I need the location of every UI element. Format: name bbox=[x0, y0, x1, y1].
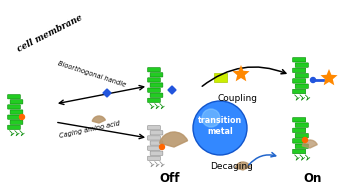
Text: transition
metal: transition metal bbox=[198, 116, 242, 136]
Polygon shape bbox=[233, 65, 249, 81]
FancyBboxPatch shape bbox=[150, 131, 163, 135]
FancyBboxPatch shape bbox=[295, 74, 309, 78]
Text: On: On bbox=[304, 172, 322, 185]
Polygon shape bbox=[168, 86, 176, 94]
Text: Caging amino acid: Caging amino acid bbox=[59, 120, 121, 139]
FancyBboxPatch shape bbox=[293, 58, 306, 62]
FancyBboxPatch shape bbox=[295, 133, 309, 138]
Text: Decaging: Decaging bbox=[211, 162, 253, 171]
FancyArrowPatch shape bbox=[59, 85, 144, 105]
FancyBboxPatch shape bbox=[293, 128, 306, 132]
FancyBboxPatch shape bbox=[10, 120, 23, 124]
FancyBboxPatch shape bbox=[8, 95, 20, 99]
FancyArrowPatch shape bbox=[202, 67, 286, 86]
Wedge shape bbox=[302, 140, 317, 148]
FancyBboxPatch shape bbox=[295, 84, 309, 88]
FancyBboxPatch shape bbox=[293, 89, 306, 94]
FancyBboxPatch shape bbox=[148, 98, 160, 102]
FancyBboxPatch shape bbox=[150, 73, 163, 77]
FancyBboxPatch shape bbox=[150, 141, 163, 145]
FancyBboxPatch shape bbox=[295, 123, 309, 127]
Text: Off: Off bbox=[160, 172, 180, 185]
FancyBboxPatch shape bbox=[293, 79, 306, 83]
FancyBboxPatch shape bbox=[148, 88, 160, 92]
FancyArrowPatch shape bbox=[58, 122, 144, 139]
FancyBboxPatch shape bbox=[10, 100, 23, 104]
FancyBboxPatch shape bbox=[295, 144, 309, 148]
Circle shape bbox=[202, 109, 220, 127]
FancyBboxPatch shape bbox=[293, 139, 306, 143]
Circle shape bbox=[19, 115, 24, 119]
Text: Bioorthogonal handle: Bioorthogonal handle bbox=[57, 60, 127, 88]
FancyBboxPatch shape bbox=[148, 156, 160, 160]
FancyBboxPatch shape bbox=[148, 126, 160, 130]
Wedge shape bbox=[235, 162, 250, 170]
FancyBboxPatch shape bbox=[293, 149, 306, 154]
Circle shape bbox=[193, 101, 247, 155]
FancyBboxPatch shape bbox=[148, 146, 160, 150]
Circle shape bbox=[302, 138, 307, 143]
FancyBboxPatch shape bbox=[295, 63, 309, 67]
Wedge shape bbox=[92, 116, 105, 123]
Text: cell membrane: cell membrane bbox=[16, 13, 84, 54]
Wedge shape bbox=[159, 132, 188, 147]
Polygon shape bbox=[103, 89, 111, 97]
Circle shape bbox=[310, 77, 315, 83]
FancyBboxPatch shape bbox=[293, 68, 306, 73]
FancyBboxPatch shape bbox=[150, 151, 163, 155]
Circle shape bbox=[159, 145, 165, 149]
FancyBboxPatch shape bbox=[148, 68, 160, 72]
Text: Coupling: Coupling bbox=[217, 94, 257, 103]
FancyBboxPatch shape bbox=[293, 118, 306, 122]
FancyBboxPatch shape bbox=[8, 105, 20, 109]
FancyBboxPatch shape bbox=[150, 93, 163, 97]
FancyBboxPatch shape bbox=[8, 115, 20, 119]
FancyBboxPatch shape bbox=[148, 136, 160, 140]
Polygon shape bbox=[320, 69, 338, 85]
FancyArrowPatch shape bbox=[249, 153, 276, 165]
FancyBboxPatch shape bbox=[8, 125, 20, 129]
Bar bbox=[214, 73, 227, 82]
FancyBboxPatch shape bbox=[148, 78, 160, 82]
FancyBboxPatch shape bbox=[150, 83, 163, 87]
FancyBboxPatch shape bbox=[10, 110, 23, 114]
